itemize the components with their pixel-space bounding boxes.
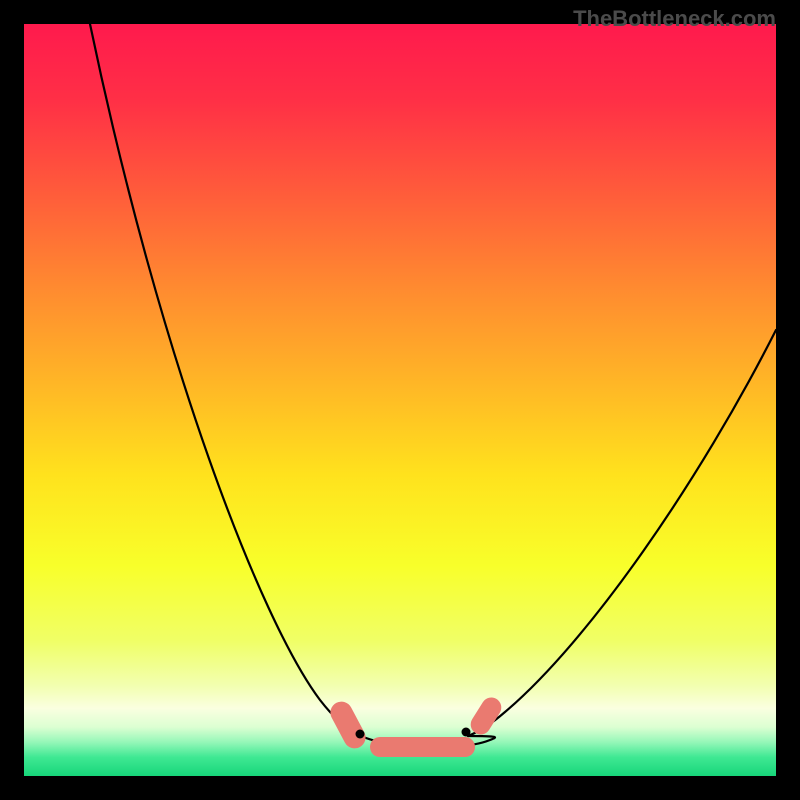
watermark-text: TheBottleneck.com	[573, 6, 776, 32]
black-frame	[0, 0, 800, 800]
